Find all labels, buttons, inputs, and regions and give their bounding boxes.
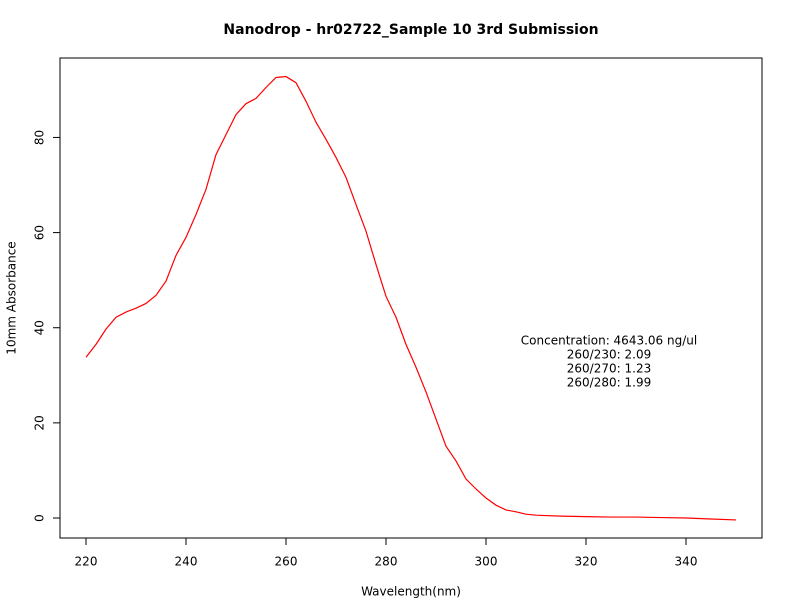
x-tick-label: 260 [275,555,298,569]
data-line [85,75,737,521]
annotation: 260/230: 2.09 [567,348,651,362]
x-tick-label: 320 [575,555,598,569]
plot-frame [59,57,763,539]
x-tick-label: 340 [675,555,698,569]
x-tick-label: 240 [175,555,198,569]
y-tick-label: 80 [33,130,47,145]
x-tick-label: 220 [75,555,98,569]
y-axis-label: 10mm Absorbance [5,241,19,354]
y-tick-label: 20 [33,415,47,430]
chart-title: Nanodrop - hr02722_Sample 10 3rd Submiss… [223,22,598,38]
x-axis-label: Wavelength(nm) [361,585,461,599]
y-tick-label: 40 [33,320,47,335]
x-tick-label: 280 [375,555,398,569]
y-tick-label: 0 [33,514,47,522]
annotation: 260/280: 1.99 [567,376,651,390]
annotation: 260/270: 1.23 [567,362,651,376]
x-tick-label: 300 [475,555,498,569]
annotation: Concentration: 4643.06 ng/ul [521,334,697,348]
y-tick-label: 60 [33,225,47,240]
